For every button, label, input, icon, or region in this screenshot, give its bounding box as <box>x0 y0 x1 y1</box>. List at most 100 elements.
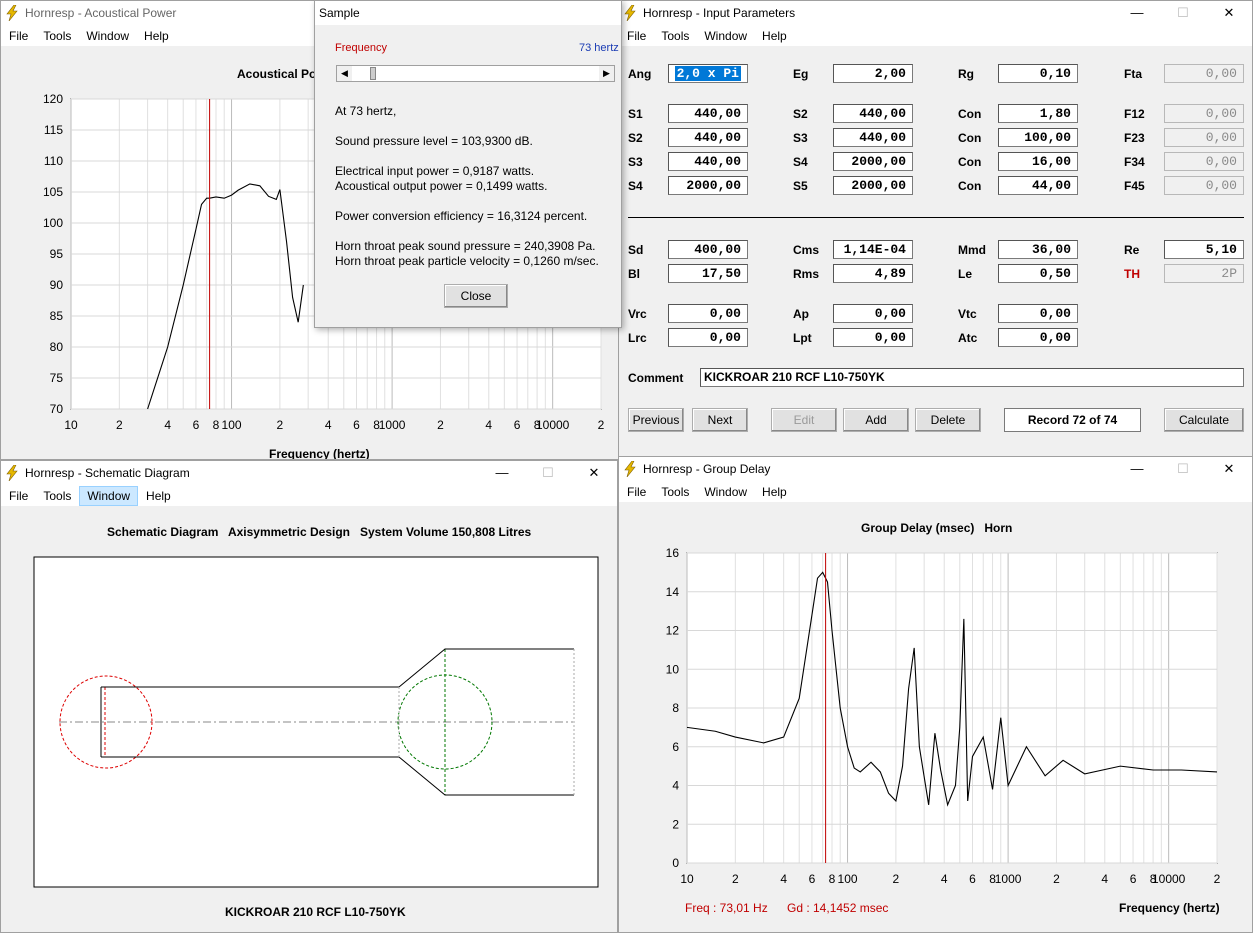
label-s3: S3 <box>793 131 808 145</box>
section-divider <box>628 217 1244 218</box>
scroll-thumb[interactable] <box>370 67 376 80</box>
frequency-scrollbar[interactable]: ◀ ▶ <box>336 65 615 82</box>
x-tick-label: 8 <box>1150 872 1157 886</box>
minimize-icon[interactable]: — <box>1130 5 1144 20</box>
spl-text: Sound pressure level = 103,9300 dB. <box>335 134 533 148</box>
scroll-right-arrow-icon[interactable]: ▶ <box>599 66 614 81</box>
group-heading: Group Delay (msec) Horn <box>861 521 1013 535</box>
next-button[interactable]: Next <box>692 408 748 432</box>
maximize-icon[interactable]: ☐ <box>542 465 554 480</box>
s4-field-upper[interactable]: 2000,00 <box>833 152 913 171</box>
s4-field[interactable]: 2000,00 <box>668 176 748 195</box>
menu-file[interactable]: File <box>627 484 647 499</box>
label-sd: Sd <box>628 243 644 257</box>
rg-field[interactable]: 0,10 <box>998 64 1078 83</box>
group-menubar: File Tools Window Help <box>619 481 1252 502</box>
menu-file[interactable]: File <box>9 28 29 43</box>
menu-tools[interactable]: Tools <box>661 484 690 499</box>
s1-field[interactable]: 440,00 <box>668 104 748 123</box>
bl-field[interactable]: 17,50 <box>668 264 748 283</box>
menu-help[interactable]: Help <box>144 28 169 43</box>
scroll-left-arrow-icon[interactable]: ◀ <box>337 66 352 81</box>
close-button[interactable]: Close <box>444 284 508 308</box>
sample-titlebar[interactable]: Sample <box>315 1 621 25</box>
schematic-footer: KICKROAR 210 RCF L10-750YK <box>225 905 406 919</box>
ang-field[interactable]: 2,0 x Pi <box>668 64 748 83</box>
menu-window[interactable]: Window <box>86 28 130 43</box>
con2-field[interactable]: 100,00 <box>998 128 1078 147</box>
s5-field[interactable]: 2000,00 <box>833 176 913 195</box>
th-field[interactable]: 2P <box>1164 264 1244 283</box>
window-title: Hornresp - Acoustical Power <box>25 6 177 20</box>
s2-field-upper[interactable]: 440,00 <box>833 104 913 123</box>
vrc-field[interactable]: 0,00 <box>668 304 748 323</box>
cms-field[interactable]: 1,14E-04 <box>833 240 913 259</box>
data-series-line <box>686 571 1218 807</box>
s3-field-upper[interactable]: 440,00 <box>833 128 913 147</box>
re-field[interactable]: 5,10 <box>1164 240 1244 259</box>
maximize-icon[interactable]: ☐ <box>1177 5 1189 20</box>
label-rg: Rg <box>958 67 974 81</box>
chart-title: Acoustical Po <box>237 67 317 81</box>
menu-tools[interactable]: Tools <box>43 488 72 503</box>
at-frequency-text: At 73 hertz, <box>335 104 397 118</box>
label-le: Le <box>958 267 973 281</box>
label-re: Re <box>1124 243 1140 257</box>
previous-button[interactable]: Previous <box>628 408 684 432</box>
x-tick-label: 8 <box>829 872 836 886</box>
menu-tools[interactable]: Tools <box>661 28 690 43</box>
comment-field[interactable]: KICKROAR 210 RCF L10-750YK <box>700 368 1244 387</box>
menu-file[interactable]: File <box>627 28 647 43</box>
gd-readout: Gd : 14,1452 msec <box>787 901 889 915</box>
vtc-field[interactable]: 0,00 <box>998 304 1078 323</box>
lrc-field[interactable]: 0,00 <box>668 328 748 347</box>
y-tick-label: 10 <box>666 662 680 676</box>
x-tick-label: 8 <box>989 872 996 886</box>
mmd-field[interactable]: 36,00 <box>998 240 1078 259</box>
menu-window[interactable]: Window <box>704 28 748 43</box>
group-titlebar[interactable]: Hornresp - Group Delay — ☐ ✕ <box>619 457 1252 481</box>
input-titlebar[interactable]: Hornresp - Input Parameters — ☐ ✕ <box>619 1 1252 25</box>
menu-tools[interactable]: Tools <box>43 28 72 43</box>
s2-field[interactable]: 440,00 <box>668 128 748 147</box>
maximize-icon[interactable]: ☐ <box>1177 461 1189 476</box>
group-delay-window: Hornresp - Group Delay — ☐ ✕ File Tools … <box>618 456 1253 933</box>
con3-field[interactable]: 16,00 <box>998 152 1078 171</box>
f34-field: 0,00 <box>1164 152 1244 171</box>
sd-field[interactable]: 400,00 <box>668 240 748 259</box>
menu-file[interactable]: File <box>9 488 29 503</box>
minimize-icon[interactable]: — <box>1130 461 1144 476</box>
calculate-button[interactable]: Calculate <box>1164 408 1244 432</box>
close-icon[interactable]: ✕ <box>1223 461 1235 476</box>
label-bl: Bl <box>628 267 640 281</box>
x-tick-label: 8 <box>373 418 380 432</box>
label-s2: S2 <box>793 107 808 121</box>
atc-field[interactable]: 0,00 <box>998 328 1078 347</box>
menu-help[interactable]: Help <box>762 484 787 499</box>
con1-field[interactable]: 1,80 <box>998 104 1078 123</box>
efficiency-text: Power conversion efficiency = 16,3124 pe… <box>335 209 588 223</box>
lpt-field[interactable]: 0,00 <box>833 328 913 347</box>
label-fta: Fta <box>1124 67 1142 81</box>
ap-field[interactable]: 0,00 <box>833 304 913 323</box>
menu-help[interactable]: Help <box>762 28 787 43</box>
add-button[interactable]: Add <box>843 408 909 432</box>
x-tick-label: 2 <box>732 872 739 886</box>
schematic-titlebar[interactable]: Hornresp - Schematic Diagram — ☐ ✕ <box>1 461 617 485</box>
le-field[interactable]: 0,50 <box>998 264 1078 283</box>
rms-field[interactable]: 4,89 <box>833 264 913 283</box>
label-vtc: Vtc <box>958 307 977 321</box>
hornresp-logo-icon <box>624 461 636 477</box>
menu-help[interactable]: Help <box>146 488 171 503</box>
delete-button[interactable]: Delete <box>915 408 981 432</box>
close-icon[interactable]: ✕ <box>588 465 600 480</box>
menu-window[interactable]: Window <box>704 484 748 499</box>
eg-field[interactable]: 2,00 <box>833 64 913 83</box>
close-icon[interactable]: ✕ <box>1223 5 1235 20</box>
minimize-icon[interactable]: — <box>495 465 509 480</box>
s3-field[interactable]: 440,00 <box>668 152 748 171</box>
menu-window[interactable]: Window <box>79 485 139 506</box>
schematic-client: Schematic Diagram Axisymmetric Design Sy… <box>1 507 617 932</box>
con4-field[interactable]: 44,00 <box>998 176 1078 195</box>
x-tick-label: 8 <box>213 418 220 432</box>
